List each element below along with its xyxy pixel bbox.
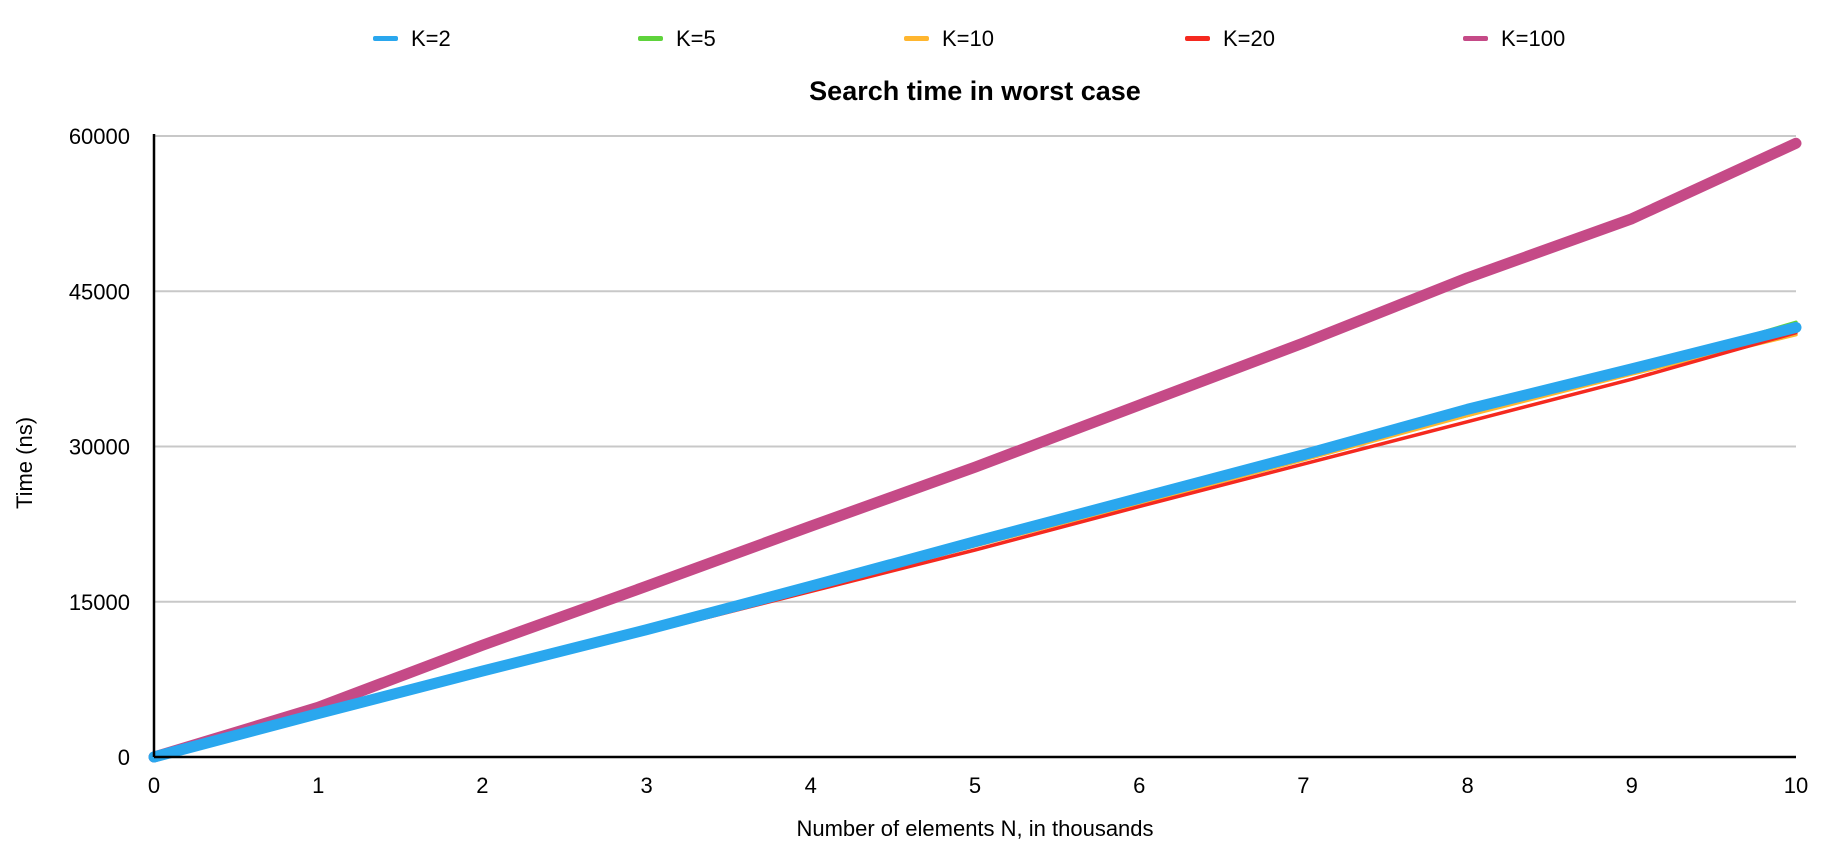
legend-label: K=2 bbox=[411, 26, 451, 51]
x-tick-label: 0 bbox=[148, 773, 160, 798]
legend-item: K=100 bbox=[1463, 26, 1565, 51]
legend-swatch bbox=[904, 36, 929, 41]
x-axis-label: Number of elements N, in thousands bbox=[796, 816, 1153, 841]
legend-item: K=2 bbox=[373, 26, 451, 51]
y-axis-label: Time (ns) bbox=[12, 417, 37, 509]
legend-label: K=5 bbox=[676, 26, 716, 51]
y-tick-label: 60000 bbox=[69, 124, 130, 149]
legend-item: K=10 bbox=[904, 26, 994, 51]
x-tick-label: 3 bbox=[640, 773, 652, 798]
legend-item: K=5 bbox=[638, 26, 716, 51]
chart-title: Search time in worst case bbox=[809, 76, 1141, 106]
legend-label: K=10 bbox=[942, 26, 994, 51]
y-tick-label: 0 bbox=[118, 745, 130, 770]
x-tick-label: 1 bbox=[312, 773, 324, 798]
y-tick-label: 15000 bbox=[69, 590, 130, 615]
series-lines bbox=[148, 137, 1802, 763]
x-axis-ticks: 0 1 2 3 4 5 6 7 8 9 10 bbox=[148, 773, 1808, 798]
legend-label: K=100 bbox=[1501, 26, 1565, 51]
legend-label: K=20 bbox=[1223, 26, 1275, 51]
legend-swatch bbox=[1463, 36, 1488, 41]
gridlines bbox=[154, 135, 1796, 603]
legend-swatch bbox=[373, 36, 398, 41]
x-tick-label: 4 bbox=[805, 773, 817, 798]
x-tick-label: 6 bbox=[1133, 773, 1145, 798]
x-tick-label: 5 bbox=[969, 773, 981, 798]
y-tick-label: 30000 bbox=[69, 435, 130, 460]
x-tick-label: 7 bbox=[1297, 773, 1309, 798]
y-tick-label: 45000 bbox=[69, 279, 130, 304]
legend: K=2 K=5 K=10 K=20 K=100 bbox=[373, 26, 1565, 51]
series-line-k2 bbox=[148, 321, 1802, 763]
series-line-k100 bbox=[148, 137, 1802, 763]
x-tick-label: 8 bbox=[1461, 773, 1473, 798]
x-tick-label: 2 bbox=[476, 773, 488, 798]
legend-swatch bbox=[638, 36, 663, 41]
x-tick-label: 9 bbox=[1626, 773, 1638, 798]
y-axis-ticks: 0 15000 30000 45000 60000 bbox=[69, 124, 130, 770]
legend-swatch bbox=[1185, 36, 1210, 41]
x-tick-label: 10 bbox=[1784, 773, 1808, 798]
legend-item: K=20 bbox=[1185, 26, 1275, 51]
